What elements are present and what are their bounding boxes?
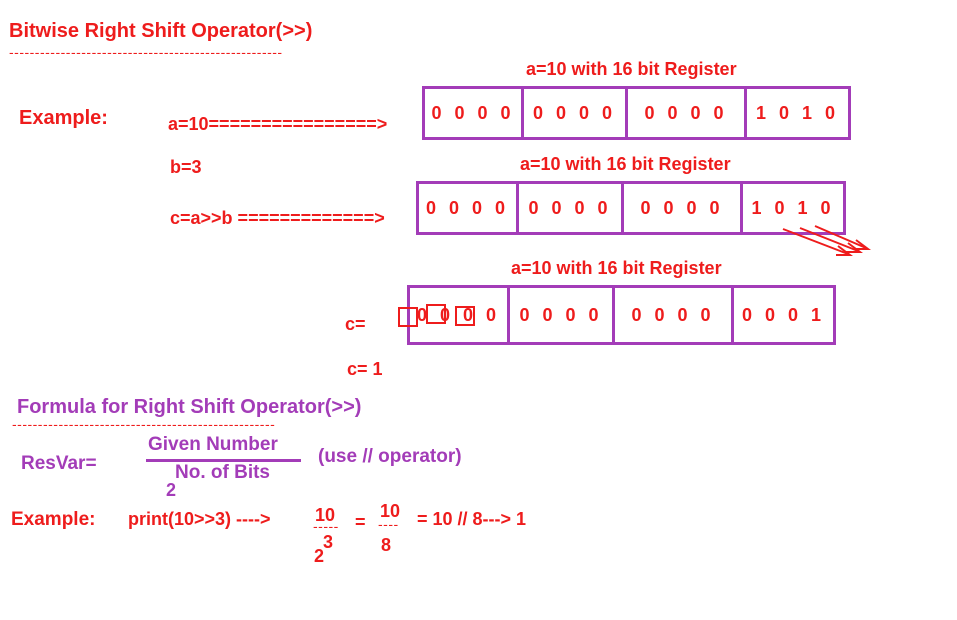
frac2-denominator: 8 <box>381 535 392 555</box>
formula-denominator: No. of Bits <box>175 462 270 483</box>
use-operator-note: (use // operator) <box>318 446 462 467</box>
register-result-nibble-2: 0 0 0 0 <box>510 288 615 342</box>
line-b: b=3 <box>170 157 202 177</box>
register-shift-nibble-3: 0 0 0 0 <box>624 184 743 232</box>
shifted-bit-box-3 <box>455 306 475 326</box>
page-title: Bitwise Right Shift Operator(>>) <box>9 20 313 42</box>
c-result: c= 1 <box>347 359 383 379</box>
fraction-bar <box>146 459 301 462</box>
formula-underline: ----------------------------------------… <box>12 416 276 432</box>
register-a: 0 0 0 0 0 0 0 0 0 0 0 0 1 0 1 0 <box>422 86 851 140</box>
register-a-nibble-2: 0 0 0 0 <box>524 89 628 137</box>
shifted-bit-box-1 <box>398 307 418 327</box>
frac1-exponent: 3 <box>323 532 334 552</box>
register-result-nibble-4: 0 0 0 1 <box>741 304 826 325</box>
shifted-bit-box-2 <box>426 304 446 324</box>
title-underline: ----------------------------------------… <box>9 44 283 60</box>
register-a-nibble-4: 1 0 1 0 <box>755 102 840 123</box>
final-result: = 10 // 8---> 1 <box>417 509 527 529</box>
line-c: c=a>>b =============> <box>170 208 385 228</box>
register-caption-1: a=10 with 16 bit Register <box>526 59 737 79</box>
register-a-nibble-3: 0 0 0 0 <box>628 89 747 137</box>
register-caption-2: a=10 with 16 bit Register <box>520 154 731 174</box>
register-a-nibble-1: 0 0 0 0 <box>425 89 524 137</box>
formula-numerator: Given Number <box>148 434 278 455</box>
formula-title: Formula for Right Shift Operator(>>) <box>17 396 362 418</box>
register-result-nibble-3: 0 0 0 0 <box>615 288 734 342</box>
formula-base: 2 <box>166 480 177 500</box>
c-label: c= <box>345 314 366 334</box>
register-result: 0 0 0 0 0 0 0 0 0 0 0 0 0 0 0 1 <box>407 285 836 345</box>
print-expression: print(10>>3) ----> <box>128 509 271 529</box>
line-a: a=10================> <box>168 114 388 134</box>
shift-arrow-2 <box>799 227 859 252</box>
frac1-base: 2 <box>314 546 325 566</box>
example-label: Example: <box>19 107 108 129</box>
shift-arrowhead-2 <box>846 242 863 253</box>
frac2-dash: ---- <box>378 516 399 532</box>
register-shift-nibble-2: 0 0 0 0 <box>519 184 624 232</box>
example2-label: Example: <box>11 509 96 530</box>
shift-arrowhead-1 <box>836 245 853 256</box>
register-caption-3: a=10 with 16 bit Register <box>511 258 722 278</box>
frac1-numerator: 10 <box>315 505 336 525</box>
resvar-label: ResVar= <box>21 453 97 474</box>
shift-arrow-1 <box>782 228 849 255</box>
register-shift: 0 0 0 0 0 0 0 0 0 0 0 0 1 0 1 0 <box>416 181 846 235</box>
frac2-numerator: 10 <box>380 501 401 521</box>
register-shift-nibble-1: 0 0 0 0 <box>419 184 519 232</box>
equals-sign: = <box>355 512 366 532</box>
shift-arrow-3 <box>814 225 867 249</box>
register-shift-nibble-4: 1 0 1 0 <box>751 197 835 218</box>
shift-arrowhead-3 <box>854 239 871 250</box>
frac1-dash: ----- <box>313 518 339 534</box>
